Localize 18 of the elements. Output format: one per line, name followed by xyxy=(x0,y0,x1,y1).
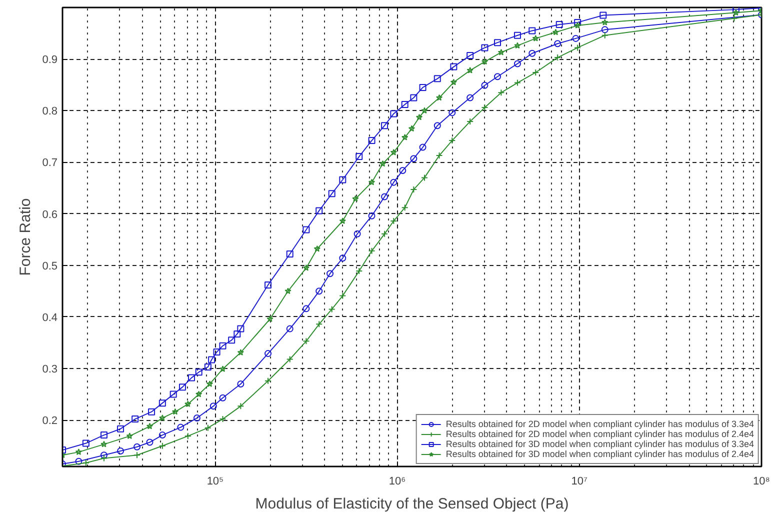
x-tick-label: 10⁸ xyxy=(753,476,770,488)
y-axis-title: Force Ratio xyxy=(17,198,34,276)
legend-label: Results obtained for 2D model when compliant cylinder has modulus of 2.4e4 xyxy=(446,429,754,439)
x-tick-label: 10⁷ xyxy=(571,476,588,488)
y-tick-label: 0.5 xyxy=(42,260,58,272)
legend-label: Results obtained for 3D model when compliant cylinder has modulus of 2.4e4 xyxy=(446,449,754,459)
legend-label: Results obtained for 2D model when compliant cylinder has modulus of 3.3e4 xyxy=(446,419,754,429)
y-tick-label: 0.9 xyxy=(42,54,58,66)
x-tick-label: 10⁶ xyxy=(388,476,406,488)
y-tick-label: 0.8 xyxy=(42,106,58,118)
y-tick-label: 0.3 xyxy=(42,364,58,376)
y-tick-label: 0.7 xyxy=(42,157,58,170)
x-axis-title: Modulus of Elasticity of the Sensed Object (Pa) xyxy=(255,496,569,512)
x-tick-label: 10⁵ xyxy=(206,476,224,488)
y-tick-label: 0.6 xyxy=(42,208,58,221)
y-tick-label: 0.2 xyxy=(42,415,58,428)
legend-label: Results obtained for 3D model when compliant cylinder has modulus of 3.3e4 xyxy=(446,439,754,449)
y-tick-label: 0.4 xyxy=(42,312,58,324)
